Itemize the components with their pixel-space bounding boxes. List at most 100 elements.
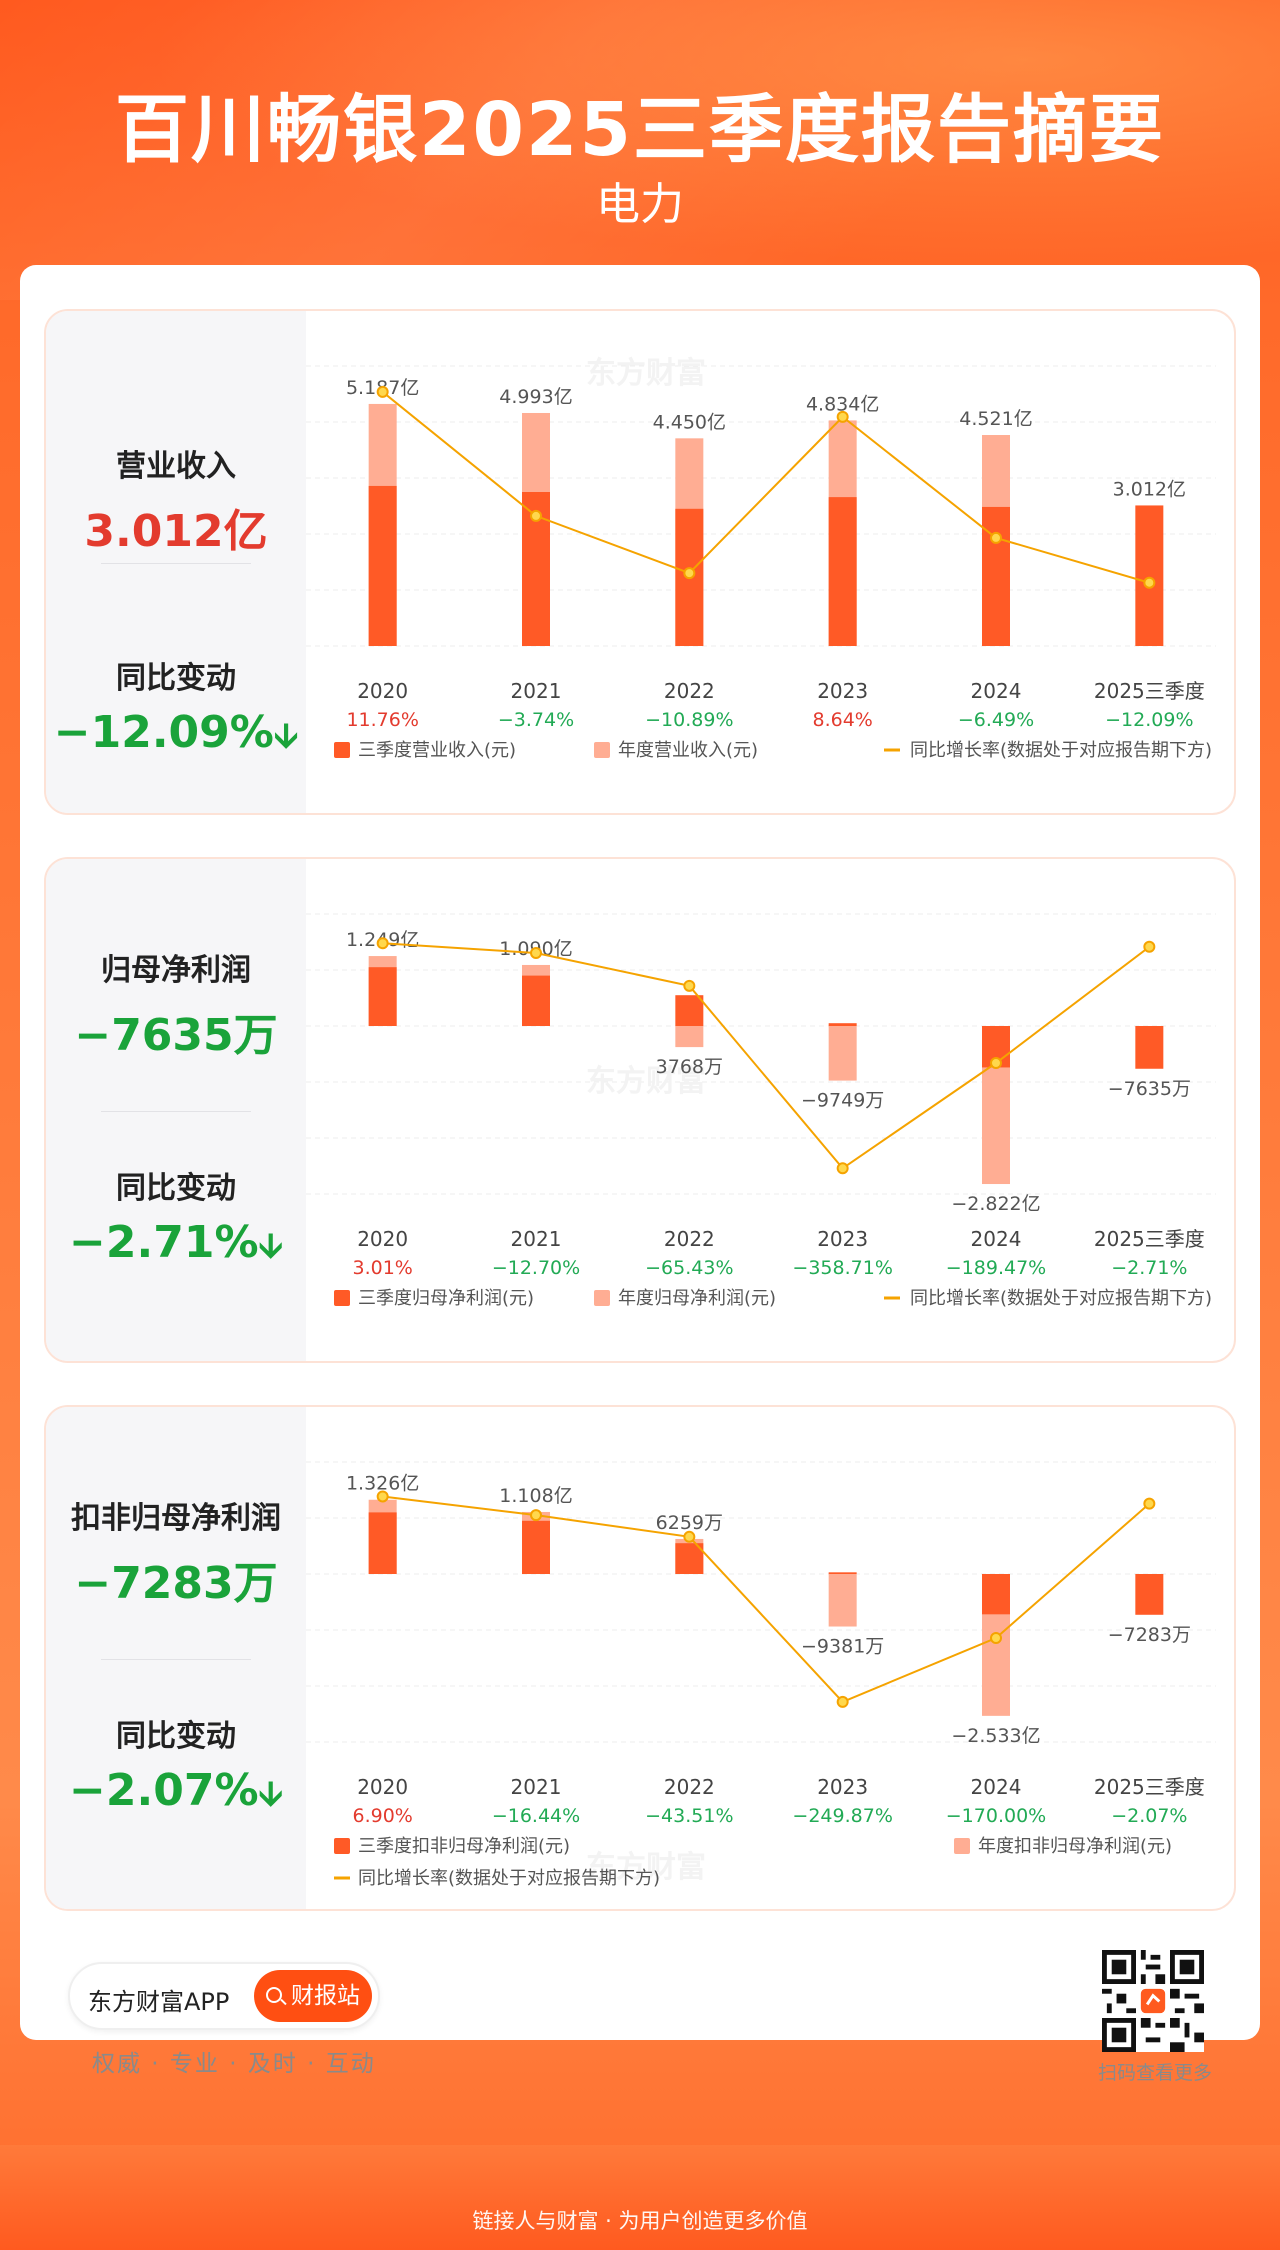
quarter-bar bbox=[1135, 1574, 1164, 1615]
divider bbox=[101, 1111, 251, 1112]
metric-name: 扣非归母净利润 bbox=[71, 1501, 281, 1536]
category-label: 2025三季度 bbox=[1094, 1227, 1205, 1251]
quarter-bar bbox=[368, 967, 397, 1026]
quarter-bar bbox=[675, 1543, 704, 1574]
value-label: 6259万 bbox=[656, 1512, 723, 1534]
category-label: 2025三季度 bbox=[1094, 1775, 1205, 1799]
category-label: 2024 bbox=[971, 1227, 1022, 1251]
legend-label: 同比增长率(数据处于对应报告期下方) bbox=[910, 740, 1212, 761]
growth-line bbox=[382, 1495, 1150, 1704]
legend-swatch-quarter bbox=[334, 1838, 350, 1854]
growth-line bbox=[382, 942, 1150, 1170]
annual-bar bbox=[828, 1574, 857, 1627]
change-label: 同比变动 bbox=[116, 1171, 236, 1206]
legend-label: 三季度归母净利润(元) bbox=[358, 1288, 534, 1309]
annual-bar bbox=[828, 1026, 857, 1081]
quarter-bar bbox=[368, 1512, 397, 1574]
change-value: −12.09% bbox=[53, 707, 274, 758]
growth-point bbox=[1143, 1497, 1156, 1510]
quarter-bar bbox=[828, 497, 857, 646]
growth-point bbox=[1143, 576, 1156, 589]
metric-name: 归母净利润 bbox=[101, 953, 251, 988]
watermark-text: 东方财富 bbox=[586, 1064, 706, 1099]
change-label: 同比变动 bbox=[116, 661, 236, 696]
value-label: −7635万 bbox=[1108, 1078, 1191, 1100]
category-label: 2022 bbox=[664, 679, 715, 703]
growth-label: −358.71% bbox=[792, 1257, 892, 1279]
legend-label: 年度扣非归母净利润(元) bbox=[978, 1836, 1172, 1857]
category-label: 2025三季度 bbox=[1094, 679, 1205, 703]
watermark-text: 东方财富 bbox=[586, 1850, 706, 1885]
value-label: 4.834亿 bbox=[806, 393, 879, 415]
deducted-net-profit-chart: 东方财富 1.326亿 2020 6.90% 1.108亿 2021 −16.44% 6259… bbox=[306, 1461, 1216, 1889]
change-value-row: −12.09%🡫 bbox=[46, 707, 306, 769]
change-value-row: −2.07%🡫 bbox=[46, 1765, 306, 1827]
category-label: 2023 bbox=[817, 1227, 868, 1251]
growth-label: −16.44% bbox=[492, 1805, 580, 1827]
growth-label: −249.87% bbox=[792, 1805, 892, 1827]
value-label: −9381万 bbox=[801, 1636, 884, 1658]
growth-label: 3.01% bbox=[352, 1257, 412, 1279]
quarter-bar bbox=[982, 506, 1010, 646]
category-label: 2020 bbox=[357, 1227, 408, 1251]
station-label: 财报站 bbox=[291, 1983, 360, 2009]
growth-label: −12.70% bbox=[492, 1257, 580, 1279]
legend-label: 三季度营业收入(元) bbox=[358, 740, 516, 761]
app-name: 东方财富APP bbox=[88, 1988, 230, 2016]
legend-label: 同比增长率(数据处于对应报告期下方) bbox=[358, 1868, 660, 1889]
value-label: 4.521亿 bbox=[959, 408, 1032, 430]
growth-label: −189.47% bbox=[946, 1257, 1046, 1279]
category-label: 2021 bbox=[511, 1775, 562, 1799]
growth-point bbox=[530, 1509, 542, 1522]
category-label: 2024 bbox=[971, 679, 1022, 703]
legend-label: 三季度扣非归母净利润(元) bbox=[358, 1836, 570, 1857]
divider bbox=[101, 1659, 251, 1660]
category-label: 2024 bbox=[971, 1775, 1022, 1799]
metric-value: 3.012亿 bbox=[84, 506, 268, 557]
qr-caption: 扫码查看更多 bbox=[1097, 2062, 1212, 2084]
value-label: −9749万 bbox=[801, 1090, 884, 1112]
arrow-down-icon: 🡫 bbox=[258, 1774, 283, 1814]
growth-label: −6.49% bbox=[958, 709, 1034, 731]
change-label: 同比变动 bbox=[116, 1719, 236, 1754]
category-label: 2023 bbox=[817, 679, 868, 703]
growth-point bbox=[683, 979, 696, 992]
quarter-bar bbox=[522, 1520, 550, 1574]
header: 百川畅银2025三季度报告摘要 电力 bbox=[0, 0, 1280, 265]
summary-card: 营业收入 3.012亿 同比变动 −12.09%🡫 东方财富5.187亿2020… bbox=[20, 265, 1260, 2040]
panel-deducted-net-profit: 扣非归母净利润 −7283万 同比变动 −2.07%🡫 东方财富 1.326亿 20… bbox=[44, 1405, 1236, 1911]
growth-point bbox=[990, 531, 1002, 544]
value-label: 1.326亿 bbox=[346, 1473, 419, 1495]
growth-point bbox=[683, 567, 696, 580]
change-value: −2.71% bbox=[69, 1217, 259, 1268]
growth-point bbox=[530, 947, 542, 960]
arrow-down-icon: 🡫 bbox=[273, 716, 299, 756]
growth-label: −43.51% bbox=[645, 1805, 733, 1827]
metric-value: −7635万 bbox=[74, 1010, 278, 1061]
category-label: 2022 bbox=[664, 1227, 715, 1251]
quarter-bar bbox=[828, 1572, 857, 1574]
financial-report-station-button[interactable]: 财报站 bbox=[254, 1970, 372, 2022]
quarter-bar bbox=[368, 485, 397, 646]
value-label: 1.108亿 bbox=[499, 1485, 572, 1507]
change-value: −2.07% bbox=[69, 1765, 259, 1816]
arrow-down-icon: 🡫 bbox=[258, 1226, 283, 1266]
growth-label: 11.76% bbox=[346, 709, 418, 731]
growth-label: −65.43% bbox=[645, 1257, 733, 1279]
value-label: 4.993亿 bbox=[499, 386, 572, 408]
bottom-slogan: 链接人与财富 · 为用户创造更多价值 bbox=[472, 2209, 808, 2233]
growth-label: −2.71% bbox=[1111, 1257, 1187, 1279]
search-icon bbox=[266, 1987, 282, 2003]
net-profit-chart: 东方财富1.249亿20203.01%1.090亿2021−12.70%3768… bbox=[306, 913, 1216, 1309]
annual-bar bbox=[675, 1026, 704, 1048]
metric-sidebar: 归母净利润 −7635万 同比变动 −2.71%🡫 bbox=[46, 859, 306, 1361]
growth-point bbox=[1143, 940, 1156, 953]
value-label: −7283万 bbox=[1108, 1624, 1191, 1646]
growth-point bbox=[530, 509, 542, 522]
page-title: 百川畅银2025三季度报告摘要 bbox=[115, 87, 1165, 173]
growth-label: −12.09% bbox=[1105, 709, 1193, 731]
growth-label: −170.00% bbox=[946, 1805, 1046, 1827]
app-download-pill[interactable]: 东方财富APP 财报站 bbox=[68, 1962, 380, 2030]
growth-point bbox=[836, 410, 849, 423]
growth-label: 8.64% bbox=[812, 709, 872, 731]
